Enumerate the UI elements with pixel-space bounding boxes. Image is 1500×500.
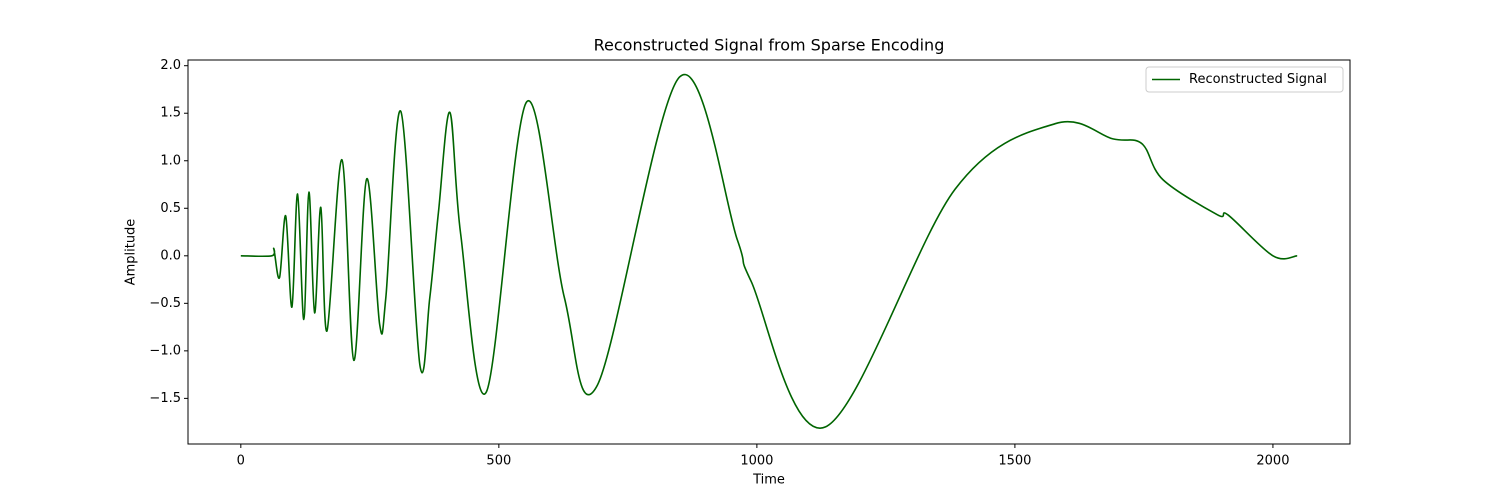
y-tick-label: 2.0	[160, 58, 181, 73]
signal-line	[240, 73, 1298, 429]
x-tick-label: 0	[237, 454, 245, 469]
y-tick-label: −1.0	[149, 343, 181, 358]
y-tick-label: 1.5	[160, 106, 181, 121]
x-tick-label: 1000	[740, 454, 773, 469]
y-tick-label: −1.5	[149, 391, 181, 406]
x-axis-label: Time	[752, 473, 785, 488]
x-tick-label: 500	[486, 454, 511, 469]
plot-frame	[187, 59, 1351, 445]
x-tick-label: 2000	[1256, 454, 1289, 469]
y-tick-label: 1.0	[160, 153, 181, 168]
y-tick-label: 0.0	[160, 248, 181, 263]
y-axis-label: Amplitude	[124, 219, 139, 286]
legend-label: Reconstructed Signal	[1189, 72, 1327, 87]
y-tick-label: 0.5	[160, 201, 181, 216]
chart-title: Reconstructed Signal from Sparse Encodin…	[594, 36, 945, 55]
legend-box	[1145, 66, 1344, 93]
y-tick-label: −0.5	[149, 296, 181, 311]
x-tick-label: 1500	[998, 454, 1031, 469]
